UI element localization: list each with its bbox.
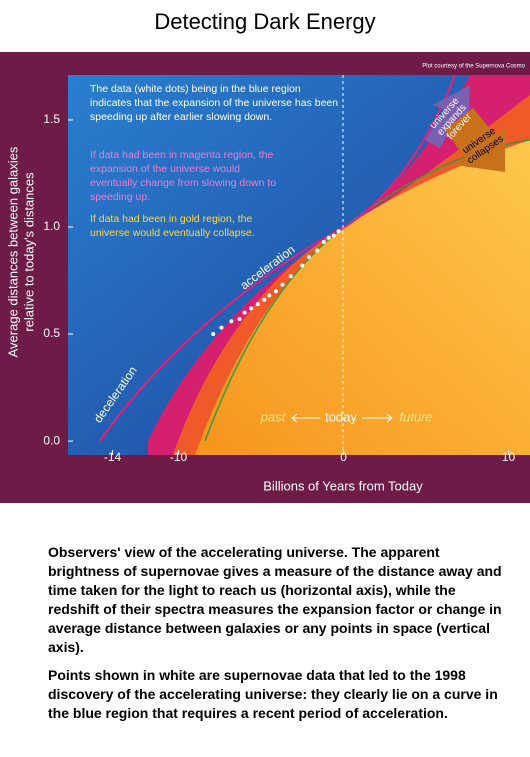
future-label: future — [399, 409, 432, 424]
data-point — [242, 310, 247, 315]
data-point — [249, 306, 254, 311]
data-point — [255, 302, 260, 307]
data-point — [315, 248, 320, 253]
expands-arrow — [425, 85, 470, 148]
y-axis-label: Average distances between galaxies relat… — [5, 146, 36, 357]
time-arrows — [291, 413, 393, 423]
data-point — [211, 332, 216, 337]
y-tick-label: 1.5 — [43, 112, 60, 126]
x-tick-label: -10 — [170, 450, 188, 464]
data-point — [273, 289, 278, 294]
data-point — [280, 282, 285, 287]
page-title: Detecting Dark Energy — [154, 9, 375, 34]
past-label: past — [260, 409, 287, 424]
caption-paragraph: Observers' view of the accelerating univ… — [48, 544, 502, 655]
y-tick-label: 1.0 — [43, 219, 60, 233]
magenta-curve — [99, 74, 456, 442]
x-tick-label: -14 — [104, 450, 122, 464]
data-point — [336, 229, 341, 234]
y-axis-label-line: Average distances between galaxies — [5, 146, 20, 357]
today-label: today — [325, 409, 357, 424]
collapses-arrow — [445, 108, 505, 172]
gold-annotation: If data had been in gold region, the uni… — [90, 213, 255, 239]
marks: -14 -10 0 10 0.0 0.5 1.0 1.5 — [43, 112, 515, 464]
x-axis-label: Billions of Years from Today — [263, 478, 423, 493]
x-tick-label: 0 — [340, 450, 347, 464]
y-tick-label: 0.0 — [43, 433, 60, 447]
data-point — [331, 233, 336, 238]
data-point — [219, 325, 224, 330]
x-tick-label: 10 — [502, 450, 516, 464]
data-point — [267, 293, 272, 298]
blue-annotation: The data (white dots) being in the blue … — [90, 83, 339, 123]
gold-region — [195, 140, 530, 455]
data-point — [321, 239, 326, 244]
y-axis-label-line: relative to today's distances — [21, 172, 36, 332]
data-point — [288, 274, 293, 279]
data-point — [306, 254, 311, 259]
data-point — [300, 263, 305, 268]
caption-paragraph: Points shown in white are supernovae dat… — [48, 667, 498, 721]
data-point — [229, 319, 234, 324]
data-point — [326, 235, 331, 240]
y-tick-label: 0.5 — [43, 326, 60, 340]
credit: Plot courtesy of the Supernova Cosmo — [422, 64, 525, 70]
magenta-annotation: If data had been in magenta region, the … — [90, 149, 277, 203]
data-point — [237, 317, 242, 322]
data-point — [262, 297, 267, 302]
